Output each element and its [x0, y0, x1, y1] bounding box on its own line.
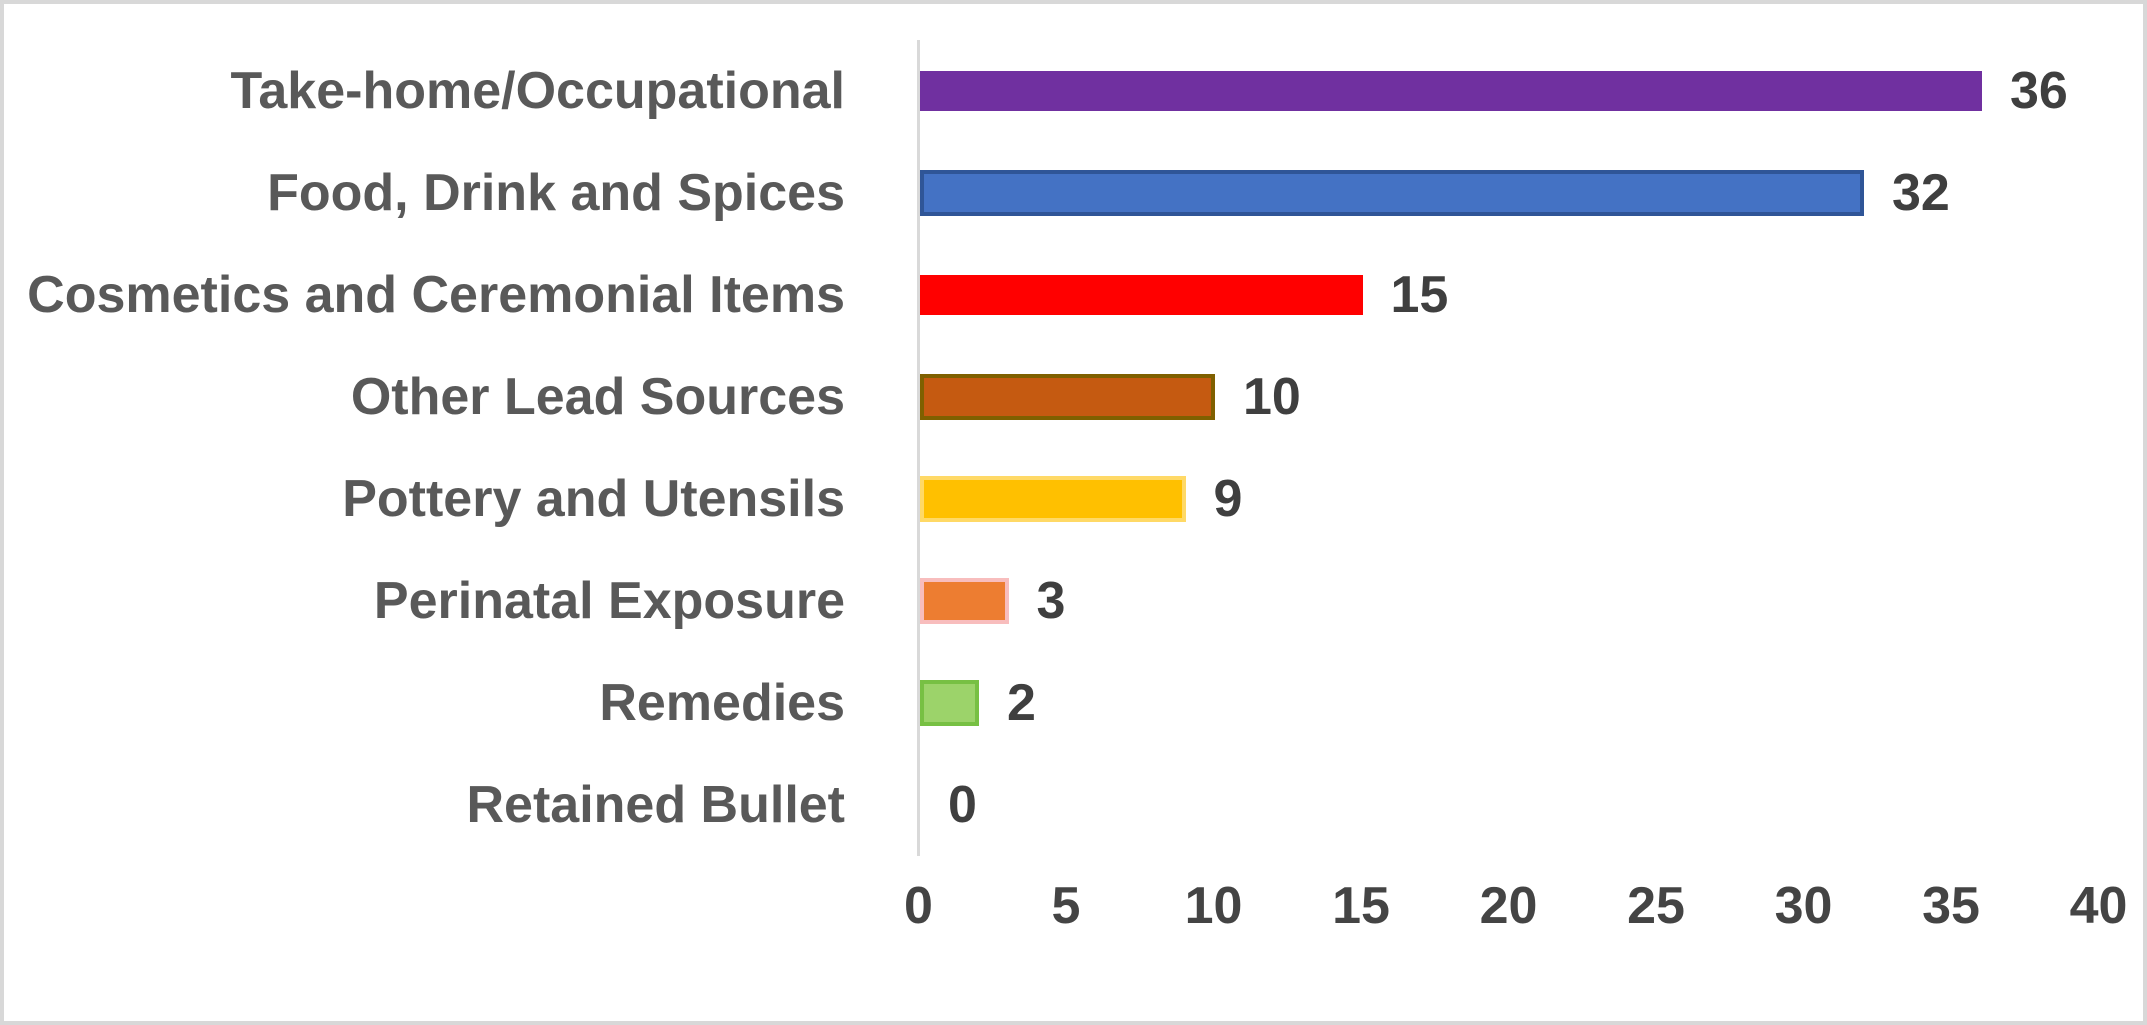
value-label: 2 — [1007, 674, 1036, 732]
bar-area: 15 — [881, 244, 2143, 346]
category-label: Perinatal Exposure — [373, 572, 845, 630]
bar — [920, 374, 1215, 420]
x-tick-label: 40 — [2069, 877, 2128, 935]
y-axis-line — [917, 40, 920, 856]
x-axis: 0 5 10 15 20 25 30 35 40 — [4, 876, 2143, 956]
bar-area: 9 — [881, 448, 2143, 550]
bar-row: Food, Drink and Spices 32 — [4, 142, 2143, 244]
bar-row: Pottery and Utensils 9 — [4, 448, 2143, 550]
bar — [920, 71, 1982, 111]
x-tick-label: 25 — [1627, 877, 1685, 935]
value-label: 15 — [1390, 266, 1449, 324]
bar-row: Cosmetics and Ceremonial Items 15 — [4, 244, 2143, 346]
value-label: 0 — [948, 776, 977, 834]
bar-area: 10 — [881, 346, 2143, 448]
x-tick-label: 10 — [1184, 877, 1243, 935]
bar — [920, 275, 1363, 315]
bar-row: Other Lead Sources 10 — [4, 346, 2143, 448]
bar-row: Take-home/Occupational 36 — [4, 40, 2143, 142]
bar-rows: Take-home/Occupational 36 Food, Drink an… — [4, 40, 2143, 856]
value-label: 9 — [1213, 470, 1243, 528]
bar — [920, 680, 979, 726]
bar — [920, 476, 1186, 522]
category-label: Other Lead Sources — [350, 368, 845, 426]
bar-area: 32 — [881, 142, 2143, 244]
value-label: 3 — [1036, 572, 1066, 630]
category-label: Retained Bullet — [466, 776, 846, 834]
category-label: Cosmetics and Ceremonial Items — [27, 266, 845, 324]
bar-area: 3 — [881, 550, 2143, 652]
x-tick-label: 0 — [904, 877, 933, 935]
value-label: 10 — [1243, 368, 1301, 426]
bar-row: Perinatal Exposure 3 — [4, 550, 2143, 652]
category-label: Remedies — [599, 674, 845, 732]
category-label: Pottery and Utensils — [342, 470, 845, 528]
bar — [920, 578, 1009, 624]
category-label: Take-home/Occupational — [230, 62, 845, 120]
bar — [920, 170, 1864, 216]
x-tick-label: 35 — [1922, 877, 1980, 935]
bar-row: Remedies 2 — [4, 652, 2143, 754]
x-tick-label: 15 — [1332, 877, 1390, 935]
value-label: 32 — [1892, 164, 1950, 222]
bar-area: 36 — [881, 40, 2143, 142]
value-label: 36 — [2010, 62, 2068, 120]
x-tick-label: 30 — [1774, 877, 1833, 935]
category-label: Food, Drink and Spices — [267, 164, 845, 222]
x-tick-label: 20 — [1479, 877, 1538, 935]
bar-area: 0 — [881, 754, 2143, 856]
x-tick-label: 5 — [1051, 877, 1081, 935]
bar-row: Retained Bullet 0 — [4, 754, 2143, 856]
bar-area: 2 — [881, 652, 2143, 754]
